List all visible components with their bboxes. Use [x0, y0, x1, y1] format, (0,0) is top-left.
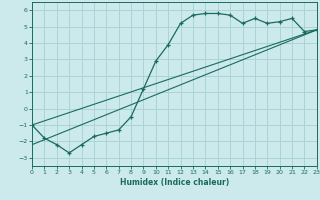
X-axis label: Humidex (Indice chaleur): Humidex (Indice chaleur)	[120, 178, 229, 187]
